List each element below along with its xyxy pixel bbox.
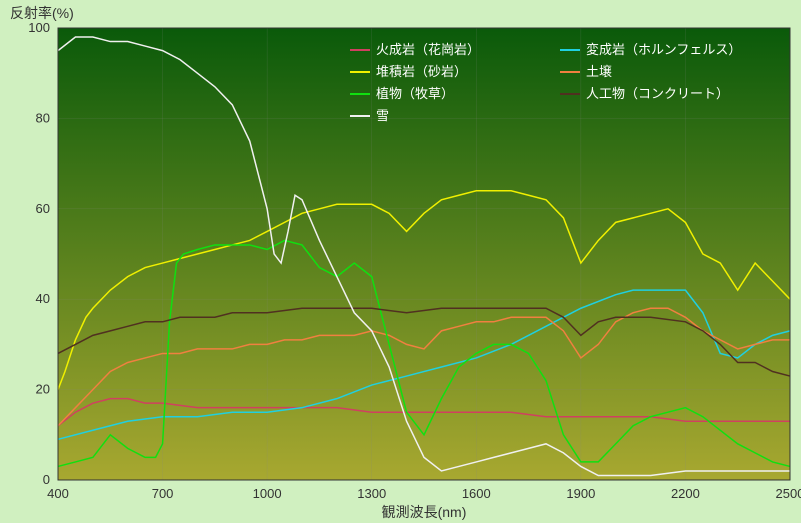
y-axis-label: 反射率(%) bbox=[10, 5, 74, 21]
y-tick-label: 20 bbox=[36, 382, 50, 397]
x-tick-label: 2200 bbox=[671, 486, 700, 501]
x-tick-label: 2500 bbox=[776, 486, 801, 501]
y-tick-label: 80 bbox=[36, 110, 50, 125]
legend-label: 植物（牧草） bbox=[376, 86, 454, 101]
y-tick-label: 100 bbox=[28, 20, 50, 35]
x-tick-label: 1600 bbox=[462, 486, 491, 501]
legend-label: 変成岩（ホルンフェルス） bbox=[586, 42, 741, 57]
y-tick-label: 60 bbox=[36, 201, 50, 216]
x-axis-label: 観測波長(nm) bbox=[382, 504, 467, 520]
legend-label: 雪 bbox=[376, 108, 389, 123]
x-tick-label: 1000 bbox=[253, 486, 282, 501]
x-tick-label: 400 bbox=[47, 486, 69, 501]
y-tick-label: 40 bbox=[36, 291, 50, 306]
legend-label: 人工物（コンクリート） bbox=[586, 86, 729, 101]
x-tick-label: 700 bbox=[152, 486, 174, 501]
chart-svg: 400 700 1000 1300 1600 1900 2200 2500 0 20 40 60 80… bbox=[0, 0, 801, 523]
reflectance-chart: 400 700 1000 1300 1600 1900 2200 2500 0 20 40 60 80… bbox=[0, 0, 801, 523]
x-tick-label: 1300 bbox=[357, 486, 386, 501]
legend-label: 火成岩（花崗岩） bbox=[376, 42, 480, 57]
x-tick-label: 1900 bbox=[566, 486, 595, 501]
legend-label: 堆積岩（砂岩） bbox=[376, 64, 467, 79]
y-tick-label: 0 bbox=[43, 472, 50, 487]
legend-label: 土壌 bbox=[586, 64, 612, 79]
